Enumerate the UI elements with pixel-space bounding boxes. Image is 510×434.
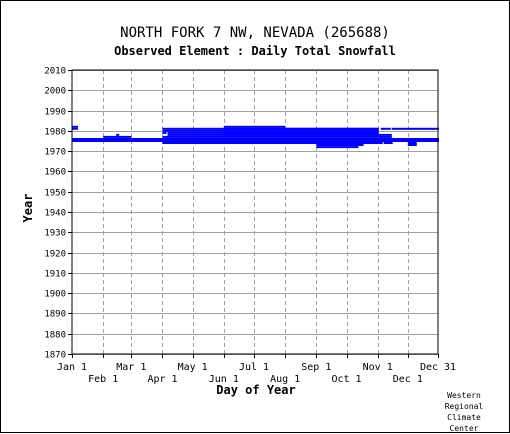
x-tick-label: Dec 31 <box>420 362 456 373</box>
observation-span <box>383 142 393 144</box>
observation-span <box>223 129 379 132</box>
x-axis-label: Day of Year <box>216 383 295 397</box>
y-tick-label: 1950 <box>44 189 66 199</box>
observation-span <box>162 140 379 142</box>
x-tick-label: Jun 1 <box>209 374 239 385</box>
x-tick-label: Mar 1 <box>116 362 146 373</box>
observation-span <box>162 131 167 134</box>
credit-line: Climate <box>447 413 481 422</box>
observation-span <box>378 135 392 138</box>
credit-line: Center <box>449 424 479 433</box>
observation-span <box>316 142 364 144</box>
y-axis-ticks: 2010 2000 1990 1980 1970 1960 1950 1940 1930 1920… <box>44 67 72 361</box>
y-tick-label: 1890 <box>44 310 66 320</box>
y-axis-label: Year <box>21 194 35 223</box>
x-tick-label: Feb 1 <box>88 374 118 385</box>
y-tick-label: 2000 <box>44 87 66 97</box>
credit-block: Western Regional Climate Center <box>434 390 494 434</box>
y-tick-label: 1970 <box>44 148 66 158</box>
x-axis-ticks: Jan 1 Mar 1 May 1 Jul 1 Sep 1 Nov 1 Dec 31 Feb … <box>57 354 456 385</box>
observation-span <box>223 131 379 134</box>
chart-subtitle: Observed Element : Daily Total Snowfall <box>114 44 396 58</box>
y-tick-label: 1940 <box>44 209 66 219</box>
observation-span <box>407 144 417 146</box>
x-tick-label: Jul 1 <box>239 362 269 373</box>
observation-span <box>162 135 379 138</box>
x-tick-label: Dec 1 <box>393 374 423 385</box>
observation-span <box>407 142 417 144</box>
observation-span <box>162 142 379 144</box>
observation-span <box>378 142 383 144</box>
y-tick-label: 2010 <box>44 67 66 77</box>
x-tick-label: Nov 1 <box>363 362 393 373</box>
grid-lines <box>72 70 438 355</box>
observation-span <box>378 138 439 140</box>
y-tick-label: 1990 <box>44 108 66 118</box>
credit-line: Western <box>447 391 481 400</box>
x-tick-label: Aug 1 <box>270 374 300 385</box>
y-tick-label: 1920 <box>44 250 66 260</box>
observation-span <box>72 127 78 130</box>
data-marks <box>72 125 439 149</box>
x-tick-label: May 1 <box>178 362 208 373</box>
y-tick-label: 1980 <box>44 128 66 138</box>
observation-span <box>316 146 359 149</box>
y-tick-label: 1930 <box>44 229 66 239</box>
x-tick-label: Jan 1 <box>57 362 87 373</box>
observation-span <box>223 127 379 130</box>
y-tick-label: 1880 <box>44 331 66 341</box>
x-tick-label: Sep 1 <box>301 362 331 373</box>
y-tick-label: 1870 <box>44 351 66 361</box>
observation-span <box>103 138 163 140</box>
observation-span <box>162 138 379 140</box>
observation-span <box>72 125 78 128</box>
observation-span <box>380 127 391 130</box>
credit-line: Regional <box>444 402 484 411</box>
observation-span <box>316 144 364 146</box>
observation-span <box>378 133 392 136</box>
observation-span <box>223 133 379 136</box>
observation-span <box>116 133 120 136</box>
observation-span <box>223 125 286 128</box>
x-tick-label: Oct 1 <box>331 374 361 385</box>
observation-span <box>378 140 439 142</box>
observation-span <box>103 135 132 138</box>
x-tick-label: Apr 1 <box>147 374 177 385</box>
observation-span <box>391 127 439 130</box>
y-tick-label: 1910 <box>44 270 66 280</box>
y-tick-label: 1960 <box>44 168 66 178</box>
chart-title: NORTH FORK 7 NW, NEVADA (265688) <box>120 25 390 41</box>
y-tick-label: 1900 <box>44 290 66 300</box>
